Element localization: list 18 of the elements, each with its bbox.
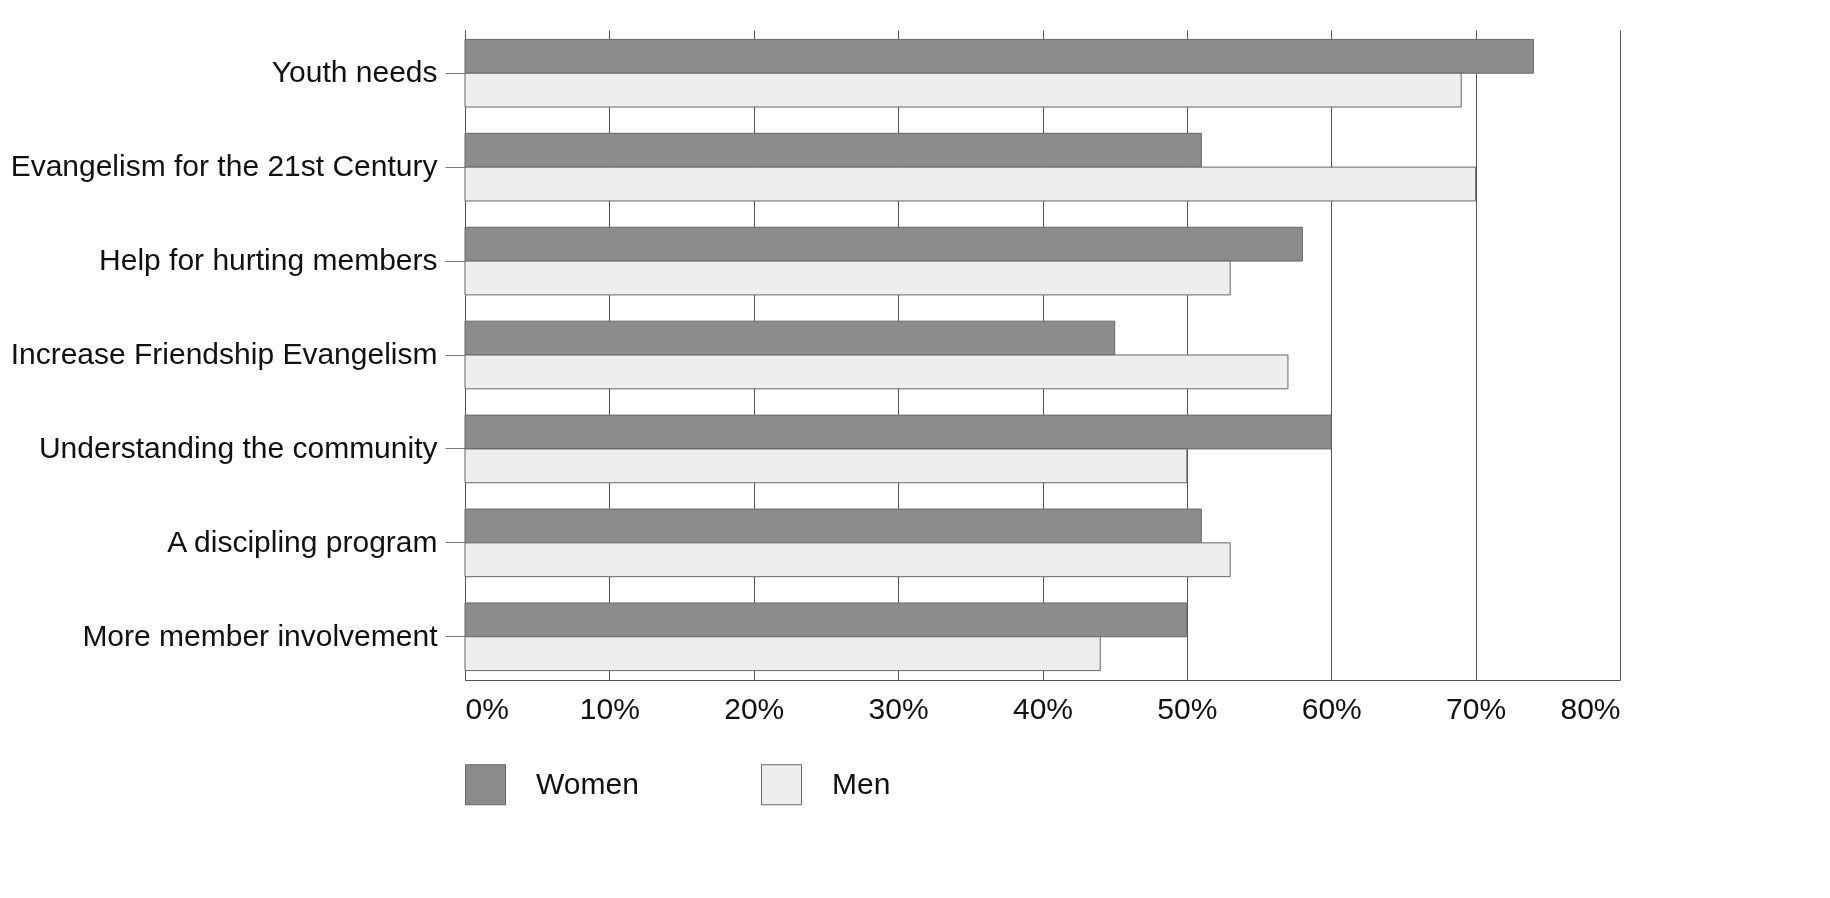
y-tick-label: Evangelism for the 21st Century — [10, 149, 438, 183]
x-tick-label: 60% — [1301, 691, 1362, 725]
x-tick-label: 20% — [724, 691, 785, 725]
x-tick-label: 30% — [868, 691, 929, 725]
legend-label: Men — [832, 766, 891, 800]
y-tick-label: More member involvement — [82, 618, 439, 652]
y-tick-label: Understanding the community — [38, 430, 438, 464]
y-tick-label: Help for hurting members — [99, 243, 438, 277]
y-tick-label: A discipling program — [167, 524, 438, 558]
x-tick-label: 80% — [1560, 691, 1621, 725]
x-tick-label: 0% — [465, 691, 509, 725]
legend-label: Women — [536, 766, 639, 800]
x-tick-label: 40% — [1012, 691, 1074, 725]
y-tick-label: Youth needs — [271, 55, 438, 89]
x-tick-label: 10% — [579, 691, 640, 725]
x-tick-label: 70% — [1446, 691, 1507, 725]
y-tick-label: Increase Friendship Evangelism — [10, 337, 438, 370]
x-tick-label: 50% — [1157, 691, 1218, 725]
